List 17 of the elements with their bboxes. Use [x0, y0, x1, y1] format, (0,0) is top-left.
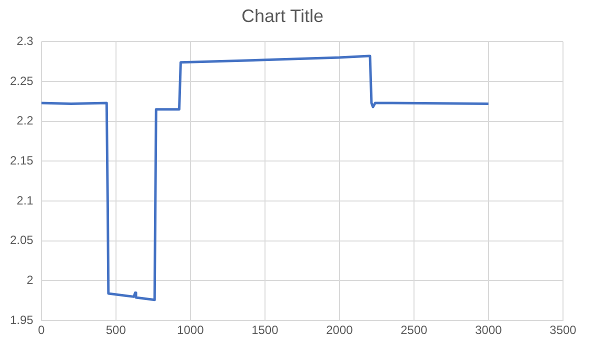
- x-tick-label: 2500: [400, 323, 428, 338]
- x-tick-label: 3000: [475, 323, 502, 338]
- y-tick-label: 1.95: [10, 312, 34, 327]
- y-tick-label: 2.3: [16, 34, 34, 48]
- y-tick-label: 2.2: [16, 114, 34, 128]
- x-tick-label: 1000: [177, 323, 204, 338]
- x-tick-label: 500: [106, 323, 126, 338]
- y-tick-label: 2.05: [10, 233, 34, 248]
- x-tick-label: 3500: [550, 323, 577, 338]
- y-tick-label: 2: [26, 273, 34, 288]
- x-tick-label: 0: [38, 323, 46, 338]
- y-tick-label: 2.1: [16, 193, 34, 208]
- x-tick-label: 2000: [326, 323, 354, 338]
- x-tick-label: 1500: [252, 323, 279, 338]
- chart-title: Chart Title: [241, 6, 324, 26]
- y-tick-label: 2.25: [10, 74, 34, 88]
- y-tick-label: 2.15: [10, 153, 34, 168]
